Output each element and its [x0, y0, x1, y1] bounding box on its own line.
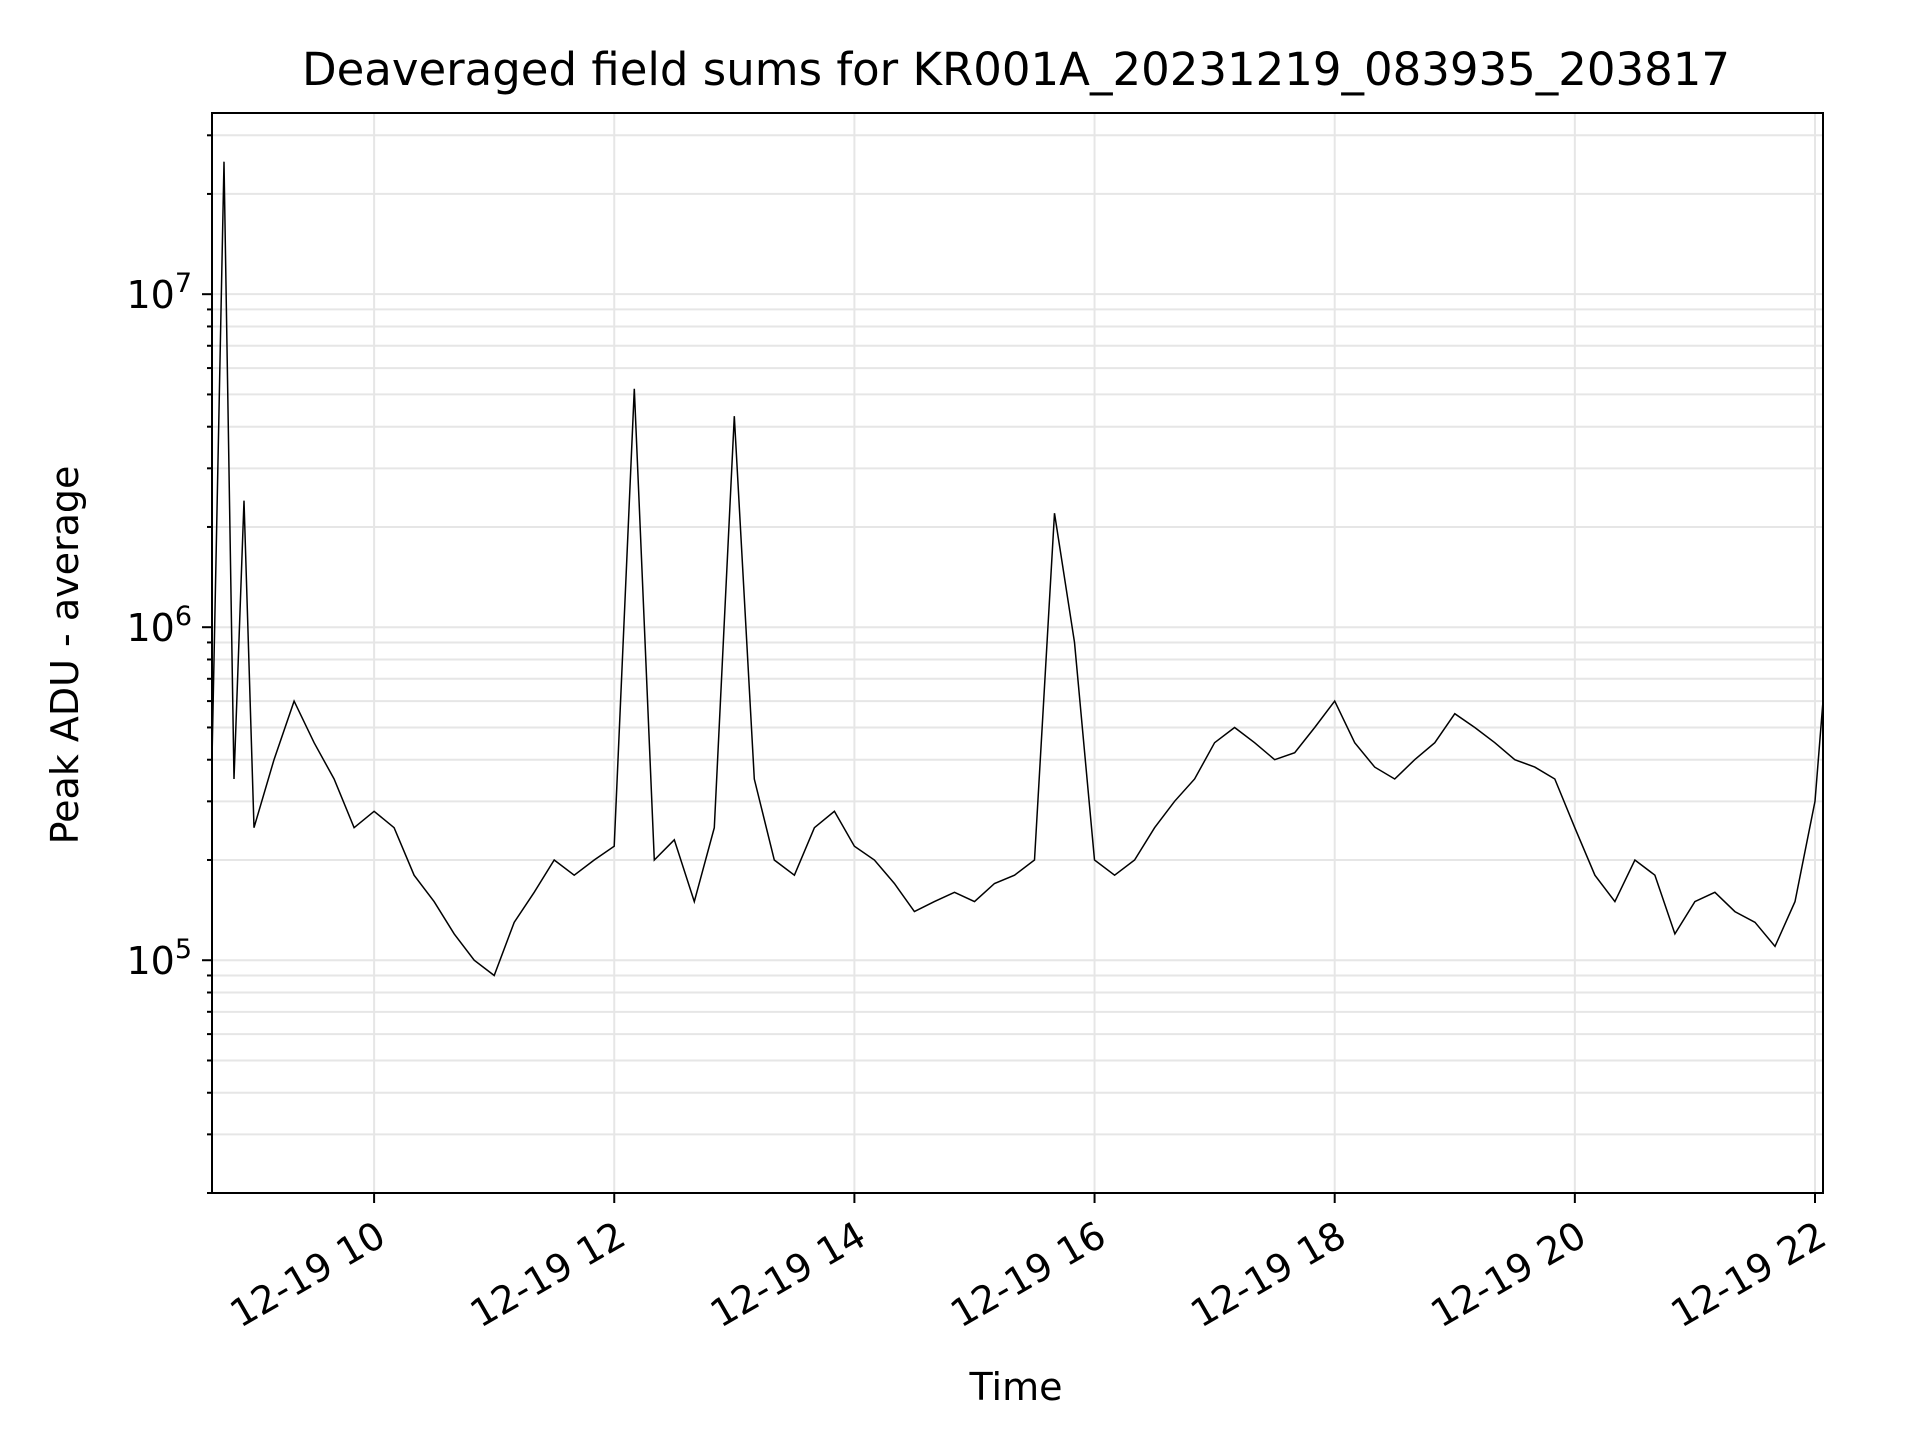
y-tick-label: 107: [126, 268, 192, 317]
axes-frame: [211, 112, 1824, 1194]
plot-area: [211, 161, 1824, 977]
y-axis-label: Peak ADU - average: [43, 466, 87, 845]
series-line: [211, 161, 1824, 977]
y-tick-label: 106: [126, 601, 192, 650]
x-axis-label: Time: [969, 1365, 1063, 1409]
y-axis-ticks: 105 106 107: [126, 134, 212, 1194]
y-tick-label: 105: [126, 934, 192, 983]
chart-title: Deaveraged field sums for KR001A_2023121…: [302, 43, 1730, 96]
grid-lines: [212, 113, 1823, 1194]
